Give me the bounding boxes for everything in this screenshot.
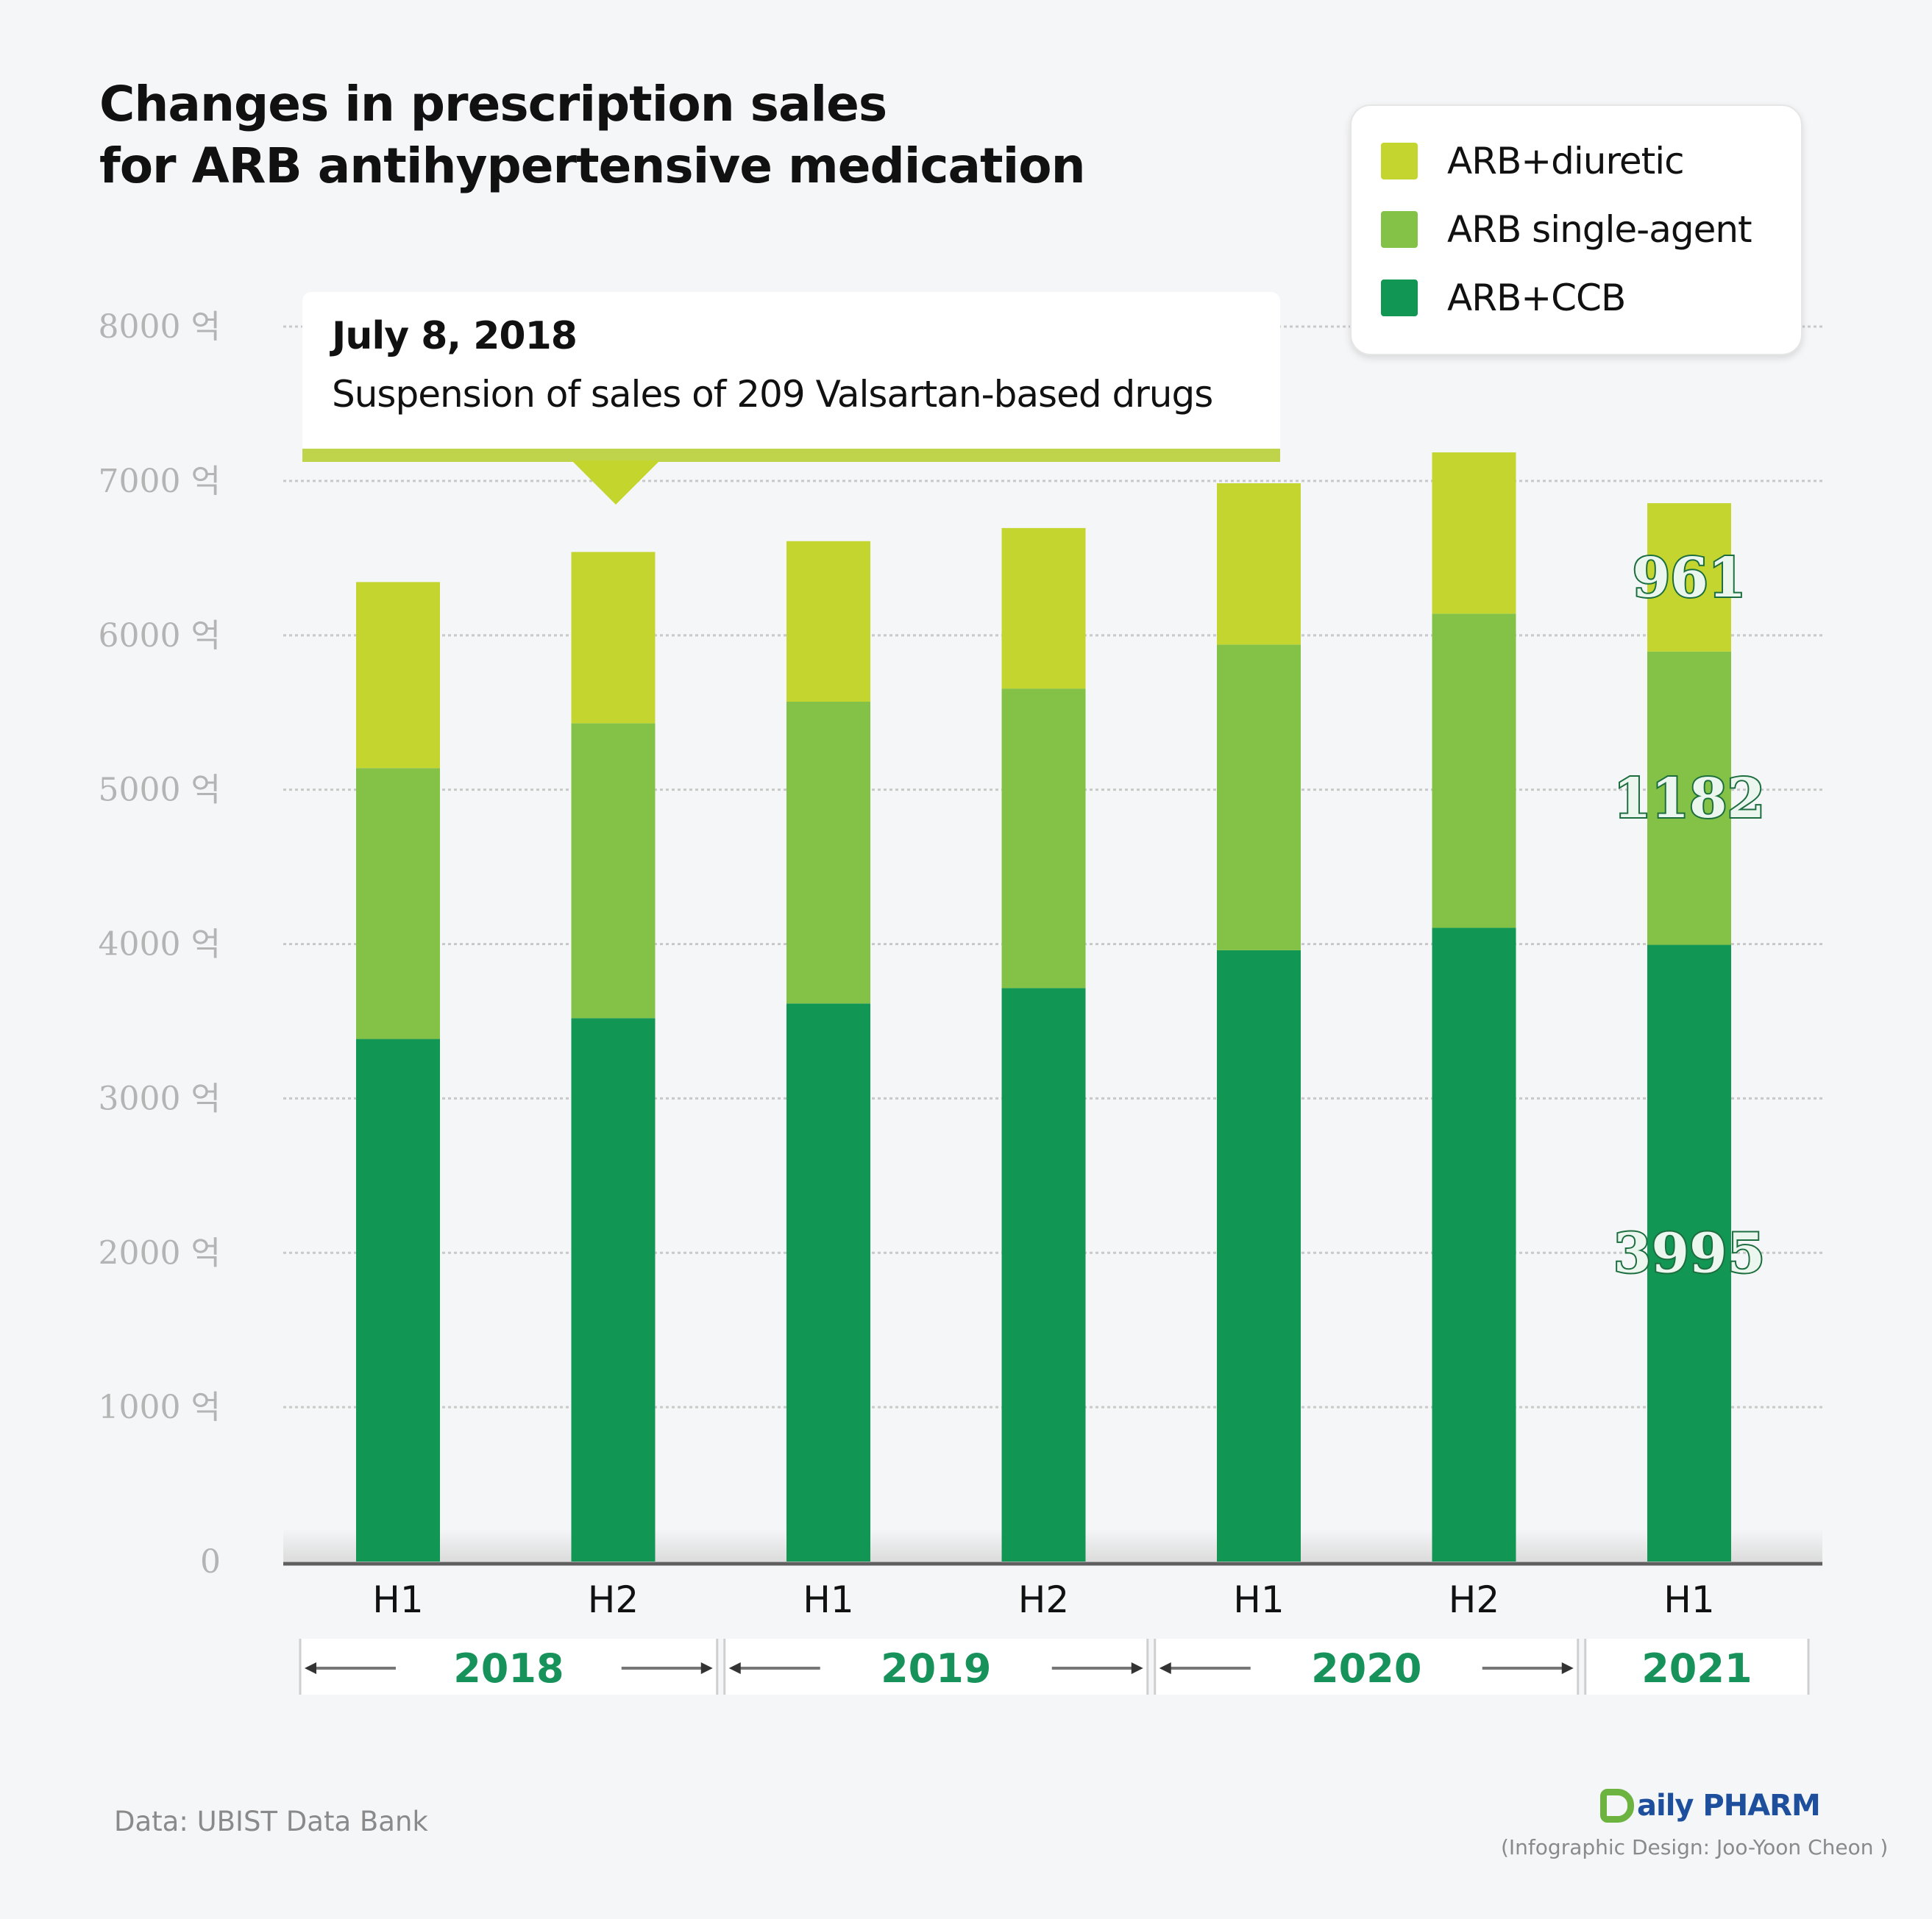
y-tick-label: 0 bbox=[200, 1543, 221, 1581]
legend: ARB+diuretic ARB single-agent ARB+CCB bbox=[1350, 104, 1803, 355]
x-category-label: H1 bbox=[372, 1578, 423, 1621]
logo-text: aily PHARM bbox=[1637, 1789, 1821, 1823]
bar-segment-arb-single-agent bbox=[786, 701, 870, 1004]
y-tick-label: 4000 억 bbox=[99, 926, 221, 964]
legend-swatch-arb-diuretic bbox=[1381, 143, 1418, 179]
legend-label: ARB+diuretic bbox=[1447, 140, 1685, 182]
bar-segment-arb-ccb bbox=[571, 1018, 656, 1562]
year-group-box bbox=[1585, 1639, 1808, 1695]
y-tick-label: 6000 억 bbox=[99, 617, 221, 655]
y-tick-label: 1000 억 bbox=[99, 1389, 221, 1426]
y-tick-label: 3000 억 bbox=[99, 1080, 221, 1117]
year-label: 2018 bbox=[453, 1645, 564, 1692]
data-label: 1182 bbox=[1613, 767, 1765, 830]
bar-segment-arb-diuretic bbox=[786, 541, 870, 702]
year-label: 2021 bbox=[1641, 1645, 1752, 1692]
legend-swatch-arb-ccb bbox=[1381, 280, 1418, 316]
bar-segment-arb-ccb bbox=[1432, 928, 1516, 1562]
bars bbox=[356, 452, 1731, 1562]
annotation-text: Suspension of sales of 209 Valsartan-bas… bbox=[332, 373, 1213, 416]
legend-label: ARB+CCB bbox=[1447, 277, 1626, 319]
x-category-label: H2 bbox=[588, 1578, 639, 1621]
bar-segment-arb-single-agent bbox=[1001, 688, 1086, 989]
dailypharm-logo: aily PHARM bbox=[1600, 1784, 1821, 1828]
y-tick-label: 7000 억 bbox=[99, 463, 221, 500]
bar-segment-arb-single-agent bbox=[571, 723, 656, 1019]
bar-segment-arb-ccb bbox=[1001, 988, 1086, 1562]
y-tick-label: 8000 억 bbox=[99, 308, 221, 346]
arrow-right-icon bbox=[1131, 1662, 1143, 1674]
year-groups: 2018 2019 2020 2021 bbox=[299, 1639, 1810, 1695]
x-category-label: H1 bbox=[803, 1578, 853, 1621]
bar-segment-arb-diuretic bbox=[356, 582, 440, 769]
x-category-label: H2 bbox=[1018, 1578, 1069, 1621]
y-tick-label: 5000 억 bbox=[99, 772, 221, 809]
data-label: 3995 bbox=[1613, 1222, 1765, 1285]
x-axis-categories: H1 H2 H1 H2 H1 H2 H1 bbox=[372, 1578, 1714, 1621]
bar-segment-arb-single-agent bbox=[1217, 644, 1301, 950]
bar-segment-arb-diuretic bbox=[1647, 503, 1731, 652]
arrow-left-icon bbox=[1159, 1662, 1171, 1674]
arrow-right-icon bbox=[1561, 1662, 1574, 1674]
design-credit: (Infographic Design: Joo-Yoon Cheon ) bbox=[1501, 1835, 1889, 1859]
bar-segment-arb-single-agent bbox=[1647, 651, 1731, 945]
bar-segment-arb-diuretic bbox=[1001, 527, 1086, 689]
bar-segment-arb-ccb bbox=[1647, 944, 1731, 1562]
legend-label: ARB single-agent bbox=[1447, 208, 1752, 251]
legend-item-arb-ccb: ARB+CCB bbox=[1381, 272, 1626, 324]
arrow-left-icon bbox=[728, 1662, 741, 1674]
year-label: 2019 bbox=[881, 1645, 991, 1692]
bar-segment-arb-single-agent bbox=[1432, 613, 1516, 928]
annotation-callout: July 8, 2018 Suspension of sales of 209 … bbox=[302, 292, 1280, 458]
annotation-accent-bar bbox=[302, 449, 1280, 462]
arrow-left-icon bbox=[305, 1662, 316, 1674]
y-axis-ticks: 0 1000 억 2000 억 3000 억 4000 억 5000 억 6000 억 700… bbox=[99, 308, 221, 1581]
chart-title: Changes in prescription sales for ARB an… bbox=[99, 74, 1086, 197]
legend-item-arb-single-agent: ARB single-agent bbox=[1381, 204, 1752, 255]
legend-swatch-arb-single-agent bbox=[1381, 211, 1418, 248]
data-label: 961 bbox=[1633, 546, 1746, 610]
y-tick-label: 2000 억 bbox=[99, 1234, 221, 1272]
year-label: 2020 bbox=[1311, 1645, 1421, 1692]
bar-segment-arb-ccb bbox=[356, 1039, 440, 1562]
annotation-date: July 8, 2018 bbox=[332, 314, 578, 358]
bar-segment-arb-single-agent bbox=[356, 768, 440, 1039]
x-category-label: H1 bbox=[1663, 1578, 1714, 1621]
bar-segment-arb-diuretic bbox=[571, 552, 656, 724]
legend-item-arb-diuretic: ARB+diuretic bbox=[1381, 135, 1685, 187]
bar-segment-arb-ccb bbox=[1217, 950, 1301, 1562]
x-category-label: H2 bbox=[1449, 1578, 1499, 1621]
arrow-right-icon bbox=[700, 1662, 713, 1674]
bar-segment-arb-diuretic bbox=[1217, 483, 1301, 645]
annotation-pointer bbox=[572, 460, 660, 505]
x-category-label: H1 bbox=[1233, 1578, 1284, 1621]
chart-title-line-1: Changes in prescription sales bbox=[99, 76, 887, 132]
data-labels: 3995 1182 961 bbox=[1612, 545, 1766, 1286]
bar-segment-arb-ccb bbox=[786, 1003, 870, 1562]
chart-title-line-2: for ARB antihypertensive medication bbox=[99, 138, 1086, 194]
bar-segment-arb-diuretic bbox=[1432, 452, 1516, 614]
data-source: Data: UBIST Data Bank bbox=[114, 1806, 428, 1837]
logo-d-icon bbox=[1600, 1789, 1634, 1823]
